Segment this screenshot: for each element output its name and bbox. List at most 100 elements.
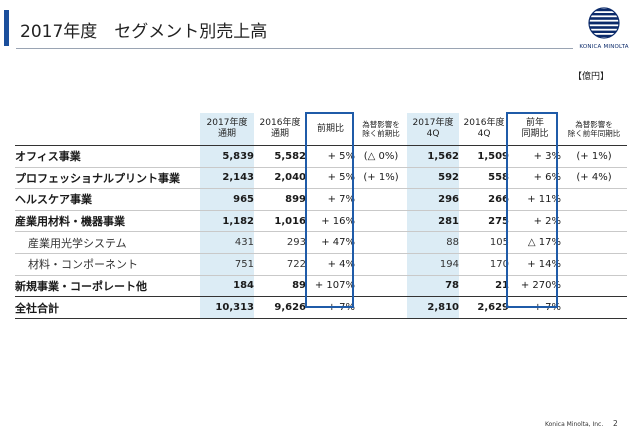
qoq-ex-fx-value: (+ 4%) [576,172,612,184]
qoq-ex-fx-value [561,210,627,232]
q4-2017-value: 88 [407,231,459,254]
title-divider [16,48,573,49]
q4-2017-value: 78 [407,275,459,297]
yoy-ex-fx-value [355,232,407,254]
fy2017-value: 965 [200,188,254,211]
footer-company: Konica Minolta, Inc. [545,421,604,428]
fy2017-value: 10,313 [200,296,254,319]
header-qoq-ex-fx: 為替影響を 除く前年同期比 [561,113,627,146]
qoq-value: + 2% [533,215,561,227]
yoy-value: + 5% [327,172,355,184]
fy2016-value: 1,016 [274,215,306,227]
qoq-value: + 3% [533,150,561,162]
header-qoq: 前年 同期比 [509,113,561,146]
globe-logo-icon [588,7,620,39]
page-title: 2017年度 セグメント別売上高 [20,22,268,42]
fy2016-value: 5,582 [274,150,306,162]
table-row-materials: 材料・コンポーネント 751 722 + 4% 194 170 + 14% [15,253,627,276]
yoy-value: + 4% [327,258,355,270]
qoq-ex-fx-value [561,189,627,211]
segment-name: ヘルスケア事業 [15,193,92,207]
q4-2016-value: 2,629 [477,302,509,314]
fy2017-value: 431 [200,231,254,254]
yoy-ex-fx-value: (△ 0%) [363,150,399,162]
header-fy2017: 2017年度 通期 [200,113,254,146]
q4-2017-value: 296 [407,188,459,211]
q4-2017-value: 1,562 [407,145,459,168]
yoy-ex-fx-value: (+ 1%) [363,172,399,184]
fy2016-value: 89 [292,280,306,292]
fy2017-value: 2,143 [200,167,254,189]
qoq-value: + 14% [527,258,561,270]
q4-2016-value: 266 [488,193,509,205]
qoq-ex-fx-value [561,297,627,319]
yoy-value: + 107% [314,280,355,292]
yoy-value: + 47% [321,237,355,249]
qoq-highlight-box [506,112,558,308]
fy2016-value: 293 [286,237,306,249]
table-row-optical-systems: 産業用光学システム 431 293 + 47% 88 105 △ 17% [15,231,627,254]
table-row-healthcare: ヘルスケア事業 965 899 + 7% 296 266 + 11% [15,188,627,211]
header-text: 2016年度 通期 [259,118,301,139]
q4-2016-value: 170 [489,258,509,270]
fy2017-value: 5,839 [200,145,254,168]
fy2016-value: 899 [285,193,306,205]
yoy-highlight-box [305,112,354,308]
segment-name: オフィス事業 [15,150,81,164]
header-q4-2017: 2017年度 4Q [407,113,459,146]
segment-name: 材料・コンポーネント [28,258,138,272]
title-bar: 2017年度 セグメント別売上高 KONICA MINOLTA [0,0,640,60]
qoq-value: + 270% [520,280,561,292]
page-number: 2 [613,419,618,428]
fy2016-value: 9,626 [274,302,306,314]
qoq-ex-fx-value [561,232,627,254]
header-q4-2016: 2016年度 4Q [459,113,509,146]
header-yoy-ex-fx: 為替影響を 除く前期比 [355,113,407,146]
segment-name: 新規事業・コーポレート他 [15,279,147,293]
segment-name: 産業用光学システム [28,236,127,250]
qoq-ex-fx-value: (+ 1%) [576,150,612,162]
qoq-value: △ 17% [527,237,561,249]
konica-minolta-logo: KONICA MINOLTA [574,7,634,55]
title-accent-bar [4,10,9,46]
header-text: 2017年度 4Q [412,118,454,139]
fy2016-value: 2,040 [274,172,306,184]
header-yoy: 前期比 [306,113,355,146]
header-row: 2017年度 通期 2016年度 通期 前期比 為替影響を 除く前期比 2017年度 4… [15,113,627,146]
unit-label: 【億円】 [573,72,610,82]
fy2017-value: 184 [200,275,254,297]
yoy-ex-fx-value [355,210,407,232]
header-text: 前年 同期比 [521,118,549,139]
table-row-professional-print: プロフェッショナルプリント事業 2,143 2,040 + 5% (+ 1%) … [15,167,627,189]
header-text: 為替影響を 除く前期比 [362,120,400,138]
header-segment [15,113,200,146]
yoy-ex-fx-value [355,297,407,319]
qoq-ex-fx-value [561,253,627,275]
q4-2016-value: 105 [489,237,509,249]
fy2017-value: 751 [200,253,254,276]
table-row-industrial: 産業用材料・機器事業 1,182 1,016 + 16% 281 275 + 2… [15,210,627,232]
segment-name: 産業用材料・機器事業 [15,215,125,229]
header-text: 2017年度 通期 [206,118,248,139]
yoy-value: + 7% [327,193,355,205]
fy2016-value: 722 [286,258,306,270]
yoy-value: + 16% [321,215,355,227]
q4-2017-value: 194 [407,253,459,276]
header-fy2016: 2016年度 通期 [254,113,306,146]
segment-name: 全社合計 [15,301,59,315]
q4-2016-value: 558 [488,172,509,184]
yoy-ex-fx-value [355,275,407,297]
header-text: 為替影響を 除く前年同期比 [567,120,621,138]
q4-2016-value: 275 [488,215,509,227]
header-text: 2016年度 4Q [463,118,505,139]
table-row-new-business: 新規事業・コーポレート他 184 89 + 107% 78 21 + 270% [15,275,627,297]
header-text: 前期比 [316,123,344,134]
qoq-value: + 11% [527,193,561,205]
table-row-office: オフィス事業 5,839 5,582 + 5% (△ 0%) 1,562 1,5… [15,145,627,168]
logo-wordmark: KONICA MINOLTA [579,44,629,50]
q4-2017-value: 2,810 [407,296,459,319]
qoq-ex-fx-value [561,275,627,297]
segment-name: プロフェッショナルプリント事業 [15,171,180,185]
qoq-value: + 6% [533,172,561,184]
segment-sales-table: 2017年度 通期 2016年度 通期 前期比 為替影響を 除く前期比 2017年度 4… [15,113,627,319]
